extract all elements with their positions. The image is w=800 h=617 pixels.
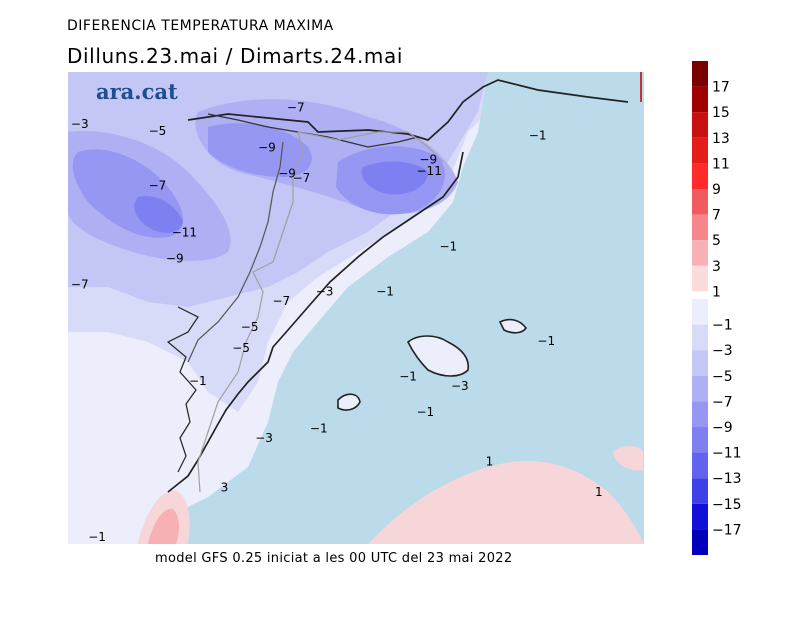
legend-label: 5 <box>712 233 721 249</box>
border-regional-gray <box>197 131 304 493</box>
legend-label: −17 <box>712 522 742 538</box>
legend-swatch <box>692 214 708 241</box>
legend-label: −5 <box>712 369 733 385</box>
legend-swatch <box>692 265 708 292</box>
legend-label: −11 <box>712 446 742 462</box>
legend-swatch <box>692 189 708 215</box>
temperature-difference-map: ara.cat −3−5−7−9−9−7−7−11−9−7−9−11−1−1−7… <box>68 72 644 544</box>
legend-swatch <box>692 61 708 87</box>
legend-label: 7 <box>712 208 721 224</box>
contour-labels: −3−5−7−9−9−7−7−11−9−7−9−11−1−1−7−3 −1−5−5… <box>71 100 603 544</box>
legend-swatch <box>692 299 708 325</box>
sea-area <box>168 72 644 544</box>
legend-swatch <box>692 452 708 479</box>
contour-label: −7 <box>149 178 167 192</box>
legend-swatch <box>692 137 708 164</box>
legend-negative-scale: −1 −3 −5 −7 −9 −11 −13 −15 −17 <box>692 299 742 555</box>
legend-label: 11 <box>712 156 730 172</box>
contour-label: −3 <box>71 117 89 131</box>
contour-fill-minus11-west <box>134 196 183 234</box>
contour-label: −1 <box>88 530 106 544</box>
legend-label: −3 <box>712 343 733 359</box>
contour-label: −1 <box>417 405 435 419</box>
border-regional-gray-north <box>297 131 444 163</box>
model-run-footer: model GFS 0.25 iniciat a les 00 UTC del … <box>155 551 513 566</box>
border-regional-west <box>166 306 199 473</box>
legend-swatch <box>692 478 708 504</box>
contour-label: −9 <box>278 167 296 181</box>
contour-label: 1 <box>595 485 603 499</box>
contour-label: −3 <box>316 285 334 299</box>
contour-label: −3 <box>255 431 273 445</box>
contour-label: −7 <box>273 294 291 308</box>
color-scale-legend: 17 15 13 11 9 7 5 3 1 −1 −3 −5 −7 −9 −11 −13 −15 −17 <box>692 61 742 555</box>
warm-patch-southwest-core <box>148 508 180 544</box>
legend-swatch <box>692 324 708 351</box>
island-ibiza <box>337 393 361 411</box>
contour-label: −7 <box>287 100 305 114</box>
contour-label: −9 <box>419 152 437 166</box>
contour-label: 3 <box>221 480 229 494</box>
legend-swatch <box>692 240 708 266</box>
contour-label: −1 <box>376 285 394 299</box>
legend-label: 15 <box>712 105 730 121</box>
contour-label: −1 <box>440 240 458 254</box>
warm-patch-east <box>613 446 643 471</box>
island-menorca <box>498 318 527 334</box>
map-title: DIFERENCIA TEMPERATURA MAXIMA <box>67 18 334 34</box>
legend-swatch <box>692 427 708 453</box>
legend-swatch <box>692 529 708 555</box>
legend-swatch <box>692 375 708 402</box>
contour-label: −11 <box>172 226 197 240</box>
warm-patch-south <box>368 461 644 544</box>
legend-label: 3 <box>712 259 721 275</box>
island-mallorca <box>406 335 470 377</box>
legend-label: 1 <box>712 284 721 300</box>
contour-fill-minus11-east <box>361 161 428 195</box>
contour-label: −5 <box>149 124 167 138</box>
legend-swatch <box>692 112 708 138</box>
legend-label: −1 <box>712 318 733 334</box>
legend-swatch <box>692 86 708 113</box>
contour-label: 1 <box>486 454 494 468</box>
legend-positive-scale: 17 15 13 11 9 7 5 3 1 <box>692 61 730 300</box>
legend-label: 9 <box>712 182 721 198</box>
contour-label: −1 <box>399 369 417 383</box>
contour-label: −9 <box>258 141 276 155</box>
legend-label: −15 <box>712 497 742 513</box>
legend-label: −7 <box>712 394 733 410</box>
legend-label: −9 <box>712 420 733 436</box>
contour-label: −5 <box>232 341 250 355</box>
contour-label: −1 <box>529 129 547 143</box>
contour-label: −7 <box>71 277 89 291</box>
border-aragon-catalonia <box>187 141 284 363</box>
legend-label: 17 <box>712 80 730 96</box>
contour-label: −7 <box>293 171 311 185</box>
legend-label: 13 <box>712 131 730 147</box>
legend-swatch <box>692 401 708 427</box>
contour-fill-minus9-north <box>208 123 312 177</box>
legend-label: −13 <box>712 471 742 487</box>
legend-swatch <box>692 163 708 189</box>
map-date-range: Dilluns.23.mai / Dimarts.24.mai <box>67 44 403 68</box>
brand-logo: ara.cat <box>96 79 178 104</box>
contour-label: −3 <box>451 379 469 393</box>
border-france-spain <box>207 113 419 148</box>
contour-label: −1 <box>189 374 207 388</box>
legend-swatch <box>692 503 708 530</box>
contour-label: −5 <box>241 320 259 334</box>
contour-label: −9 <box>166 251 184 265</box>
legend-swatch <box>692 350 708 376</box>
contour-label: −1 <box>310 421 328 435</box>
contour-label: −11 <box>417 164 442 178</box>
contour-label: −1 <box>537 334 555 348</box>
